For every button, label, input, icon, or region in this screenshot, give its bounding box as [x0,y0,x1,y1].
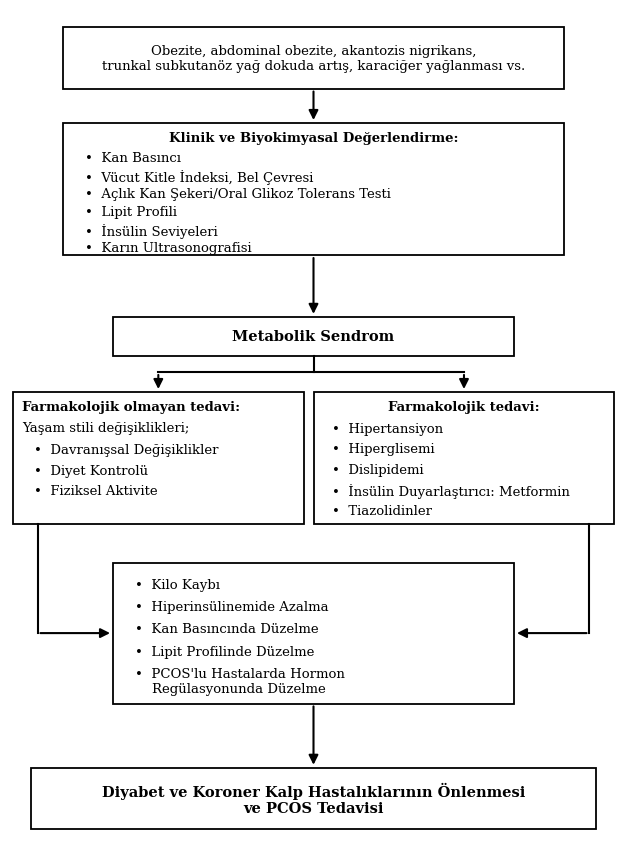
Text: Klinik ve Biyokimyasal Değerlendirme:: Klinik ve Biyokimyasal Değerlendirme: [169,132,458,145]
FancyBboxPatch shape [13,392,304,525]
Text: •  Karın Ultrasonografisi: • Karın Ultrasonografisi [85,241,251,254]
Text: Farmakolojik tedavi:: Farmakolojik tedavi: [388,401,540,414]
Text: Yaşam stili değişiklikleri;: Yaşam stili değişiklikleri; [22,421,189,434]
Text: •  Hiperinsülinemide Azalma: • Hiperinsülinemide Azalma [135,601,329,613]
Text: •  İnsülin Seviyeleri: • İnsülin Seviyeleri [85,223,218,239]
Text: •  Lipit Profilinde Düzelme: • Lipit Profilinde Düzelme [135,645,314,658]
Text: •  Lipit Profili: • Lipit Profili [85,206,177,218]
FancyBboxPatch shape [31,768,596,829]
Text: •  Açlık Kan Şekeri/Oral Glikoz Tolerans Testi: • Açlık Kan Şekeri/Oral Glikoz Tolerans … [85,188,391,200]
Text: Obezite, abdominal obezite, akantozis nigrikans,
trunkal subkutanöz yağ dokuda a: Obezite, abdominal obezite, akantozis ni… [102,45,525,73]
FancyBboxPatch shape [63,124,564,256]
FancyBboxPatch shape [113,563,514,704]
Text: •  Kan Basıncında Düzelme: • Kan Basıncında Düzelme [135,623,319,635]
Text: •  PCOS'lu Hastalarda Hormon
    Regülasyonunda Düzelme: • PCOS'lu Hastalarda Hormon Regülasyonun… [135,667,345,695]
Text: Farmakolojik olmayan tedavi:: Farmakolojik olmayan tedavi: [22,401,240,414]
Text: •  Davranışsal Değişiklikler: • Davranışsal Değişiklikler [34,444,219,456]
Text: Diyabet ve Koroner Kalp Hastalıklarının Önlenmesi
ve PCOS Tedavisi: Diyabet ve Koroner Kalp Hastalıklarının … [102,781,525,815]
Text: •  Vücut Kitle İndeksi, Bel Çevresi: • Vücut Kitle İndeksi, Bel Çevresi [85,170,313,185]
Text: •  Kan Basıncı: • Kan Basıncı [85,152,181,165]
Text: •  Dislipidemi: • Dislipidemi [332,463,424,476]
Text: •  Kilo Kaybı: • Kilo Kaybı [135,578,220,591]
Text: •  Diyet Kontrolü: • Diyet Kontrolü [34,464,149,477]
Text: Metabolik Sendrom: Metabolik Sendrom [233,330,394,344]
Text: •  Tiazolidinler: • Tiazolidinler [332,504,432,517]
FancyBboxPatch shape [314,392,614,525]
Text: •  Fiziksel Aktivite: • Fiziksel Aktivite [34,485,158,497]
Text: •  İnsülin Duyarlaştırıcı: Metformin: • İnsülin Duyarlaştırıcı: Metformin [332,484,570,499]
FancyBboxPatch shape [63,28,564,90]
FancyBboxPatch shape [113,317,514,357]
Text: •  Hipertansiyon: • Hipertansiyon [332,422,443,435]
Text: •  Hiperglisemi: • Hiperglisemi [332,443,435,456]
